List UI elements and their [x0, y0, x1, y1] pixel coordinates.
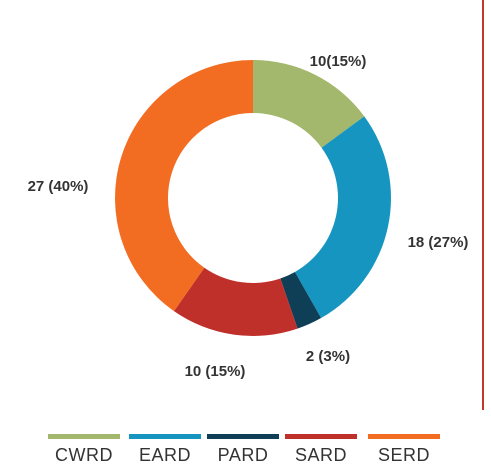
donut-slice	[294, 116, 392, 319]
donut-slice	[253, 60, 365, 148]
legend-label: SERD	[378, 445, 430, 465]
slice-label: 27 (40%)	[28, 178, 89, 195]
donut-slice	[114, 60, 253, 312]
legend-label: SARD	[295, 445, 347, 465]
slice-label: 10(15%)	[310, 53, 367, 70]
legend-swatch	[285, 434, 357, 439]
donut-slice	[173, 267, 298, 336]
legend-label: EARD	[139, 445, 191, 465]
legend-swatch	[129, 434, 201, 439]
slice-label: 10 (15%)	[185, 363, 246, 380]
slice-label: 18 (27%)	[408, 234, 469, 251]
slice-label: 2 (3%)	[306, 348, 350, 365]
donut-slice	[280, 271, 322, 329]
legend-swatch	[368, 434, 440, 439]
legend-swatch	[207, 434, 279, 439]
legend-label: CWRD	[55, 445, 113, 465]
legend-swatch	[48, 434, 120, 439]
legend-label: PARD	[218, 445, 269, 465]
